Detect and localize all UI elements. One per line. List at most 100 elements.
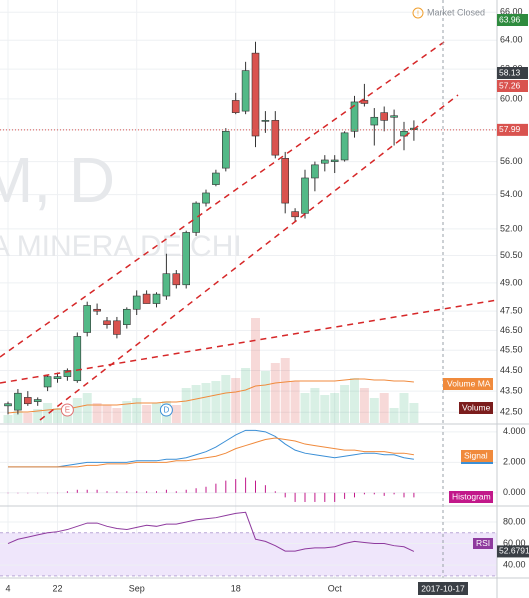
- candle-body: [192, 202, 200, 233]
- legend-box: [459, 402, 493, 414]
- y-tick-label: 64.00: [500, 35, 523, 45]
- volume-bar: [43, 403, 53, 423]
- candle-body: [350, 101, 359, 132]
- candle-body: [212, 172, 220, 185]
- indicator-line: [8, 437, 414, 468]
- y-tick-label: 49.00: [500, 277, 523, 287]
- candle-body: [93, 308, 101, 312]
- volume-bar: [221, 375, 231, 423]
- y-tick-label: 60.00: [503, 538, 526, 548]
- y-tick-label: 45.50: [500, 345, 523, 355]
- volume-bar: [280, 358, 290, 423]
- crosshair-date-box: [418, 582, 468, 595]
- volume-bar: [201, 383, 211, 423]
- y-tick-label: 40.00: [503, 559, 526, 569]
- candle-body: [261, 120, 270, 122]
- candle-body: [162, 273, 171, 297]
- candle-body: [360, 100, 369, 104]
- price-line-label: 57.99: [499, 124, 521, 134]
- candle-body: [23, 397, 32, 405]
- trend-line: [0, 299, 498, 384]
- candle-body: [311, 164, 319, 179]
- volume-bar: [23, 413, 33, 423]
- candle-body: [53, 376, 62, 379]
- volume-bar: [152, 403, 161, 423]
- y-tick-label: 80.00: [503, 516, 526, 526]
- volume-bar: [330, 393, 340, 423]
- volume-bar: [379, 393, 389, 423]
- volume-bar: [13, 411, 23, 423]
- price-label: 63.96: [499, 14, 521, 24]
- status-icon-glyph: !: [417, 10, 419, 17]
- volume-bar: [369, 398, 379, 423]
- legend-box: [473, 538, 493, 549]
- status-icon: [412, 7, 424, 19]
- price-label-box: [497, 80, 528, 92]
- watermark: A MINERA DE CHI: [0, 230, 242, 263]
- x-tick-label: 4: [5, 583, 10, 593]
- price-label-box: [497, 67, 528, 79]
- volume-bar: [389, 408, 399, 423]
- x-tick-label: 22: [52, 583, 62, 593]
- legend-box: [443, 378, 493, 390]
- y-tick-label: 43.50: [500, 385, 523, 395]
- candle-body: [340, 132, 349, 161]
- volume-bar: [62, 411, 72, 423]
- volume-bar: [231, 378, 241, 423]
- candle-body: [83, 305, 91, 333]
- candle-body: [390, 115, 398, 118]
- volume-bar: [359, 388, 369, 423]
- volume-bar: [3, 415, 13, 423]
- price-label-box: [497, 14, 528, 26]
- volume-bar: [102, 405, 112, 423]
- candle-body: [330, 159, 339, 162]
- y-tick-label: 50.50: [500, 250, 523, 260]
- last-value-box: [497, 545, 529, 558]
- last-value-label: 52.6791: [499, 546, 529, 556]
- volume-ma-line: [7, 378, 414, 414]
- candle-body: [271, 120, 280, 156]
- legend-label: Histogram: [452, 491, 491, 501]
- candle-body: [251, 52, 260, 137]
- volume-bar: [142, 405, 152, 423]
- candle-body: [63, 370, 72, 377]
- volume-bar: [33, 409, 43, 423]
- indicator-line: [8, 429, 414, 468]
- candle-body: [152, 293, 161, 304]
- trend-line: [0, 41, 445, 358]
- candle-body: [182, 232, 190, 286]
- market-status: Market Closed: [427, 7, 485, 17]
- event-marker: [60, 403, 74, 417]
- candle-body: [241, 70, 250, 112]
- candle-body: [103, 320, 111, 325]
- event-label: E: [65, 406, 70, 415]
- candle-body: [73, 336, 82, 382]
- volume-bar: [191, 385, 201, 423]
- watermark: M, D: [0, 144, 115, 216]
- crosshair-date: 2017-10-17: [421, 583, 465, 593]
- y-tick-label: 44.50: [500, 365, 523, 375]
- legend-label: Signal: [464, 450, 488, 460]
- volume-bar: [350, 378, 359, 423]
- event-label: D: [164, 406, 170, 415]
- y-tick-label: 42.50: [500, 407, 523, 417]
- volume-bar: [181, 388, 191, 423]
- candle-body: [132, 295, 141, 310]
- volume-bar: [92, 403, 102, 423]
- volume-bar: [251, 318, 260, 423]
- candle-body: [123, 308, 131, 325]
- candle-body: [4, 403, 12, 407]
- volume-bar: [241, 368, 251, 423]
- volume-bar: [320, 395, 330, 423]
- volume-bar: [290, 381, 300, 423]
- y-tick-label: 0.000: [503, 487, 526, 497]
- price-label: 58.13: [499, 67, 521, 77]
- volume-bar: [53, 408, 62, 423]
- candle-body: [320, 159, 329, 164]
- y-tick-label: 60.00: [500, 93, 523, 103]
- volume-bar: [211, 381, 221, 423]
- rsi-line: [7, 511, 415, 552]
- y-tick-label: 56.00: [500, 156, 523, 166]
- volume-bar: [300, 393, 310, 423]
